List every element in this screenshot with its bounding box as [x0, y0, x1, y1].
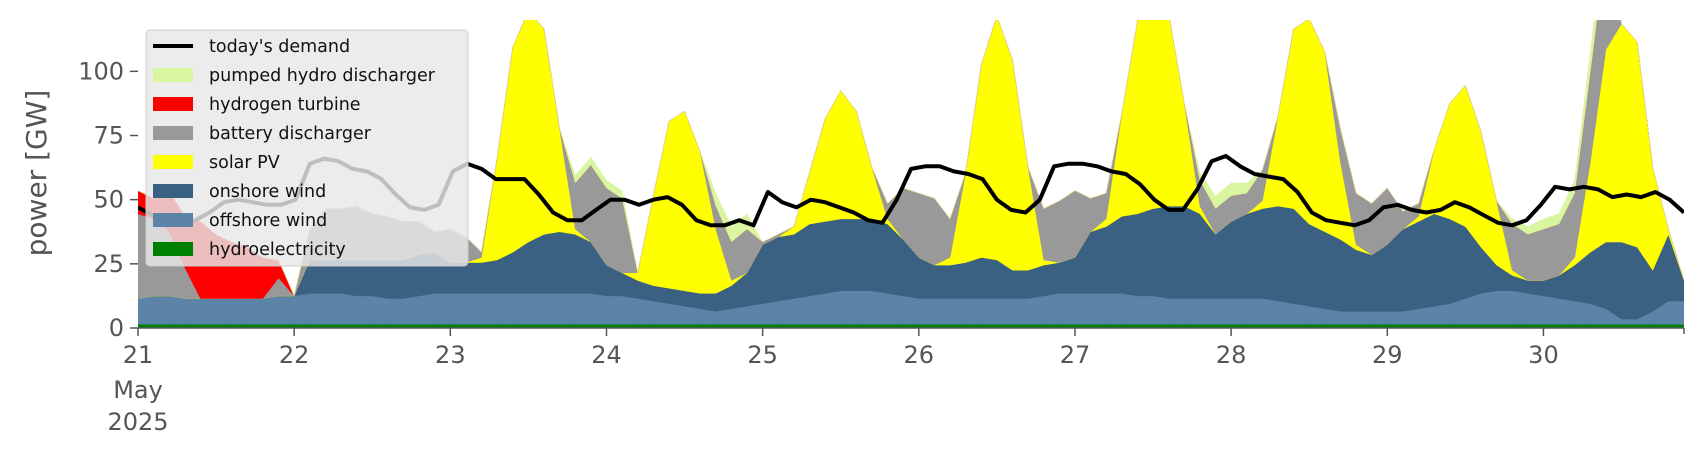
y-ticks: 0 25 50 75 100	[78, 57, 138, 342]
legend-label: battery discharger	[209, 124, 372, 144]
legend-label: pumped hydro discharger	[209, 66, 436, 86]
x-tick-label: 24	[591, 341, 622, 369]
y-tick-label: 0	[109, 314, 124, 342]
area-pumped-hydro-discharger	[138, 20, 1684, 297]
legend-swatch	[153, 126, 193, 140]
x-tick-label: 21	[123, 341, 154, 369]
x-tick-label: 27	[1060, 341, 1091, 369]
axes: 0 25 50 75 100 21 May 2025 22 23 24 25 26 27 28 29 30 p…	[20, 57, 1685, 436]
legend-label: today's demand	[209, 37, 350, 57]
legend-label: onshore wind	[209, 182, 326, 202]
x-tick-sublabel: May	[113, 376, 163, 404]
legend-items: today's demand pumped hydro discharger hyd…	[153, 37, 436, 260]
x-tick-sublabel: 2025	[107, 408, 168, 436]
legend-swatch	[153, 213, 193, 227]
legend-label: solar PV	[209, 153, 280, 173]
y-tick-label: 100	[78, 57, 124, 85]
legend-label: hydrogen turbine	[209, 95, 361, 115]
x-tick-label: 29	[1372, 341, 1403, 369]
legend-label: offshore wind	[209, 211, 327, 231]
x-tick-label: 28	[1216, 341, 1247, 369]
y-tick-label: 50	[93, 186, 124, 214]
y-axis-label: power [GW]	[20, 90, 53, 257]
y-tick-label: 25	[93, 250, 124, 278]
x-tick-label: 30	[1528, 341, 1559, 369]
x-tick-label: 23	[435, 341, 466, 369]
x-tick-label: 22	[279, 341, 310, 369]
legend-swatch	[153, 97, 193, 111]
legend-swatch	[153, 68, 193, 82]
x-tick-label: 26	[904, 341, 935, 369]
stacked-area-series	[138, 20, 1684, 328]
y-tick-label: 75	[93, 122, 124, 150]
legend-swatch	[153, 184, 193, 198]
legend-box	[145, 29, 469, 267]
legend-label: hydroelectricity	[209, 240, 346, 260]
x-ticks: 21 May 2025 22 23 24 25 26 27 28 29 30	[107, 328, 1685, 436]
legend-swatch	[153, 242, 193, 256]
x-tick-label: 25	[747, 341, 778, 369]
legend: today's demand pumped hydro discharger hyd…	[145, 29, 469, 267]
legend-swatch	[153, 155, 193, 169]
